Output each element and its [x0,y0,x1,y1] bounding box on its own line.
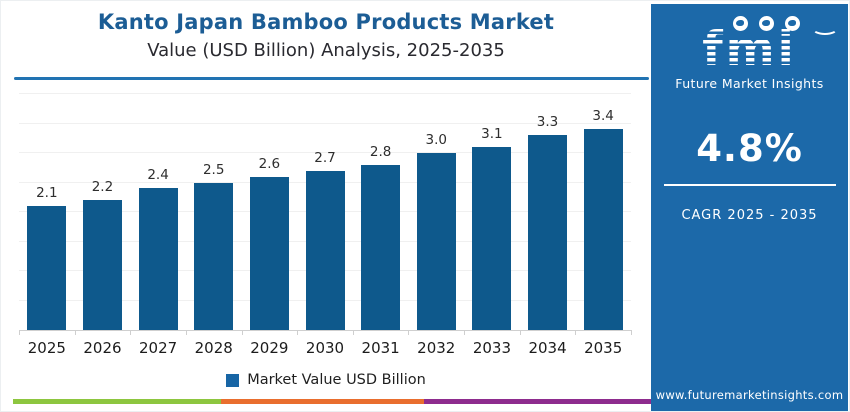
x-axis-label-2032: 2032 [417,339,456,357]
bar-2027 [138,188,178,330]
logo-swoosh-icon [811,22,838,35]
x-axis-label-2026: 2026 [83,339,122,357]
fmi-logo-dots [709,16,838,35]
bar-2031 [361,164,401,330]
x-axis-label-2035: 2035 [584,339,623,357]
globe-icon [732,16,748,31]
fmi-logo: fmi Future Market Insights [675,16,838,91]
gridline [19,93,631,94]
bar-2032 [416,153,456,330]
axis-tick [185,330,187,335]
bar-value-label: 2.5 [202,161,225,178]
bar-value-label: 2.6 [258,155,281,172]
bar-value-label: 3.3 [536,114,559,131]
bar-value-label: 2.8 [369,143,392,160]
bar-chart-plot: 2.1 2.2 2.4 2.5 2.6 2.7 2.8 3.0 3.1 3.3 3.4 [19,93,632,335]
cagr-value: 4.8% [696,126,803,170]
axis-tick [631,330,632,335]
footer-stripe-green [13,399,221,404]
bar-2034 [528,135,568,330]
legend-swatch-icon [226,373,240,387]
bar-value-label: 2.4 [147,167,169,184]
cagr-divider [663,183,836,186]
x-axis-label-2031: 2031 [361,339,400,357]
x-axis-label-2029: 2029 [250,339,289,357]
fmi-logo-text: fmi [702,22,797,77]
gridline [19,122,631,124]
x-axis-label-2028: 2028 [194,339,233,357]
bar-2026 [82,200,122,330]
axis-tick [19,330,20,335]
title-divider [14,77,649,80]
bar-value-label: 2.2 [91,179,114,196]
axis-tick [464,330,466,335]
bar-value-label: 3.0 [425,132,447,148]
fmi-logo-tagline: Future Market Insights [675,75,824,91]
axis-tick [74,330,76,335]
globe-icon [784,16,800,31]
gridline [19,152,631,153]
chart-title: Kanto Japan Bamboo Products Market [97,10,555,34]
bar-2025 [27,206,67,330]
legend-label: Market Value USD Billion [247,372,426,388]
x-axis-label-2034: 2034 [528,339,567,357]
bar-value-label: 3.1 [481,126,503,143]
axis-tick [130,330,132,335]
brand-sidebar: fmi Future Market Insights 4.8% CAGR 202… [651,4,848,411]
x-axis-label-2033: 2033 [472,339,511,357]
footer-stripe-orange [221,399,424,404]
globe-icon [758,16,774,31]
bar-2033 [472,147,512,330]
axis-tick [297,330,299,335]
x-axis-label-2030: 2030 [305,339,345,357]
axis-tick [575,330,577,335]
axis-tick [241,330,243,335]
cagr-label: CAGR 2025 - 2035 [681,207,818,223]
x-axis-label-2027: 2027 [138,339,178,357]
bar-value-label: 2.1 [36,185,58,202]
footer-stripe-purple [424,399,651,404]
axis-tick [352,330,354,335]
bar-2035 [583,129,623,330]
axis-tick [408,330,410,335]
bar-2030 [305,170,345,330]
x-axis-label-2025: 2025 [27,339,66,357]
axis-tick [519,330,521,335]
chart-subtitle: Value (USD Billion) Analysis, 2025-2035 [147,40,505,61]
x-axis: 2025 2026 2027 2028 2029 2030 2031 2032 2033 2034… [19,339,631,359]
bar-value-label: 3.4 [592,108,614,125]
website-url[interactable]: www.futuremarketinsights.com [655,388,844,402]
chart-panel: Kanto Japan Bamboo Products Market Value… [1,1,651,411]
chart-legend: Market Value USD Billion [1,372,651,388]
bar-value-label: 2.7 [314,149,336,166]
bar-2029 [249,176,289,330]
bar-2028 [194,182,234,330]
